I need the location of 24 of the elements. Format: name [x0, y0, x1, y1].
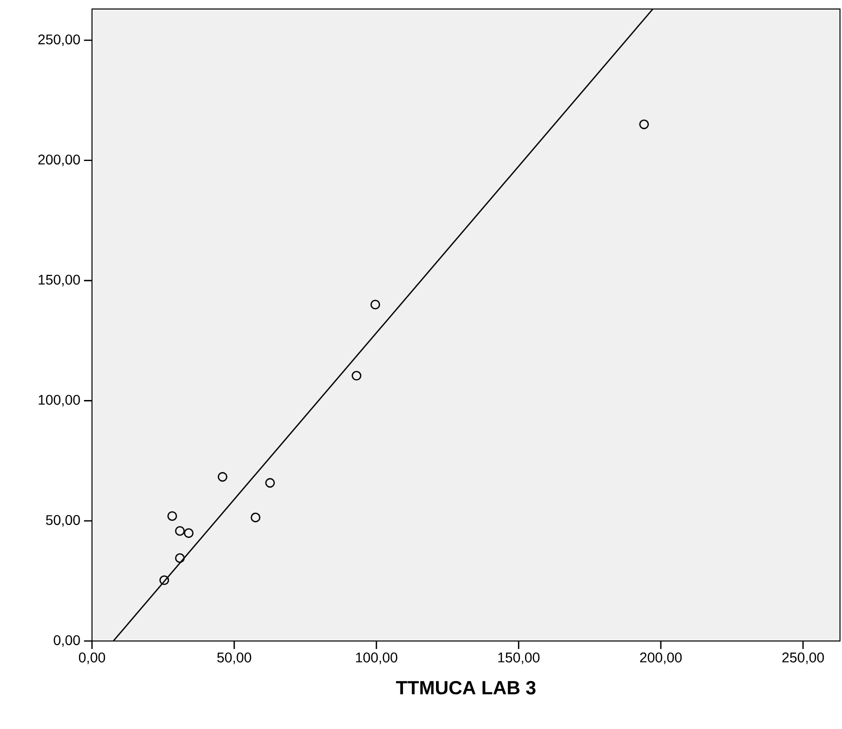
point: [352, 370, 362, 381]
point: [175, 526, 185, 536]
x-tick-label: 100,00: [356, 652, 398, 664]
y-tick-label: 200,00: [38, 154, 80, 166]
point: [159, 575, 170, 586]
x-tick-label: 250,00: [782, 652, 824, 664]
y-tick-label: 150,00: [38, 274, 80, 286]
y-tick-label: 0,00: [54, 635, 80, 647]
point: [250, 512, 260, 522]
x-tick-label: 0,00: [78, 652, 106, 664]
x-tick-label: 50,00: [217, 652, 252, 664]
y-tick-label: 50,00: [46, 515, 80, 527]
x-tick-label: 150,00: [498, 652, 540, 664]
point: [218, 472, 228, 482]
point: [184, 528, 194, 538]
point: [639, 119, 649, 130]
x-tick-label: 200,00: [640, 652, 682, 664]
x-axis-title: TTMUCA LAB 3: [396, 680, 536, 694]
y-tick-label: 100,00: [38, 394, 80, 406]
point: [370, 300, 380, 310]
y-tick-label: 250,00: [38, 34, 80, 46]
point: [265, 478, 275, 488]
point: [167, 511, 178, 521]
point: [175, 553, 185, 563]
